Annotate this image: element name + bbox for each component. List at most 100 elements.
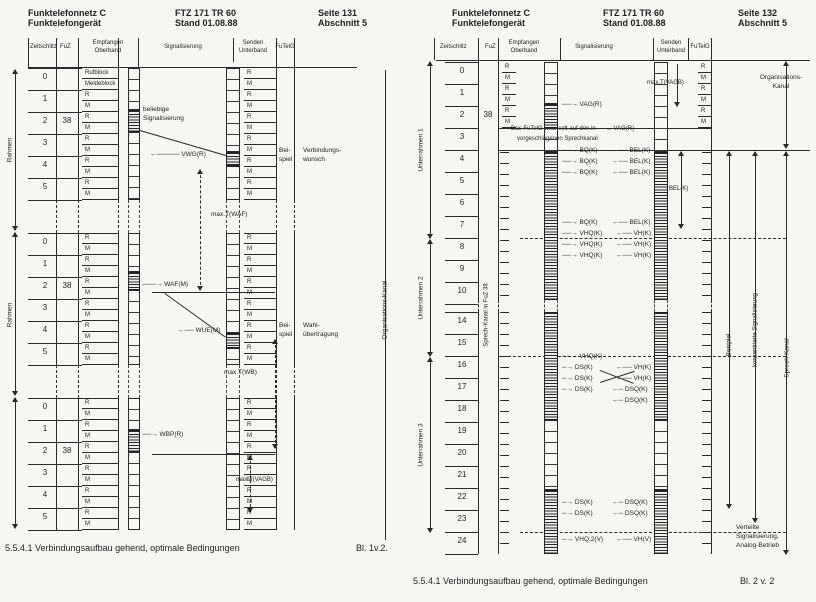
h-line (28, 68, 82, 69)
h-line (28, 277, 82, 278)
h-line (28, 321, 82, 322)
annotation: Verbindungs- (303, 147, 342, 154)
caption: 5.5.4.1 Verbindungsaufbau gehend, optima… (5, 543, 240, 553)
v-line (118, 38, 119, 200)
oberband-bar (544, 62, 558, 104)
arrowhead-down-icon (427, 234, 433, 239)
arrowhead-up-icon (752, 151, 758, 156)
signal-burst-block (226, 152, 240, 166)
h-line (28, 508, 82, 509)
annotation: spiel (279, 331, 293, 338)
h-line (445, 128, 478, 129)
annotation: Signalisierung (143, 115, 184, 122)
slot-number: 3 (42, 138, 48, 147)
page-number: Seite 132 (738, 8, 778, 18)
slot-number: 0 (42, 72, 48, 81)
annotation: beliebige (143, 106, 170, 113)
doc-title: Funktelefonnetz C (28, 8, 106, 18)
slot-number: 0 (42, 402, 48, 411)
timeslot-cell: R (698, 84, 711, 95)
signal-label: ←─ DSQ(K) (612, 386, 648, 393)
annotation-line (729, 152, 730, 508)
signal-burst-block (544, 104, 558, 128)
v-line (56, 365, 57, 398)
unterband-bar (226, 166, 240, 200)
h-line (445, 150, 478, 151)
oberband-bar (128, 398, 140, 430)
h-line (28, 233, 82, 234)
slot-number: 8 (459, 242, 465, 251)
timeslot-cell: R (82, 299, 118, 310)
h-line (82, 398, 118, 399)
oberband-bar (128, 365, 140, 398)
timeslot-cell: R (244, 156, 276, 167)
slot-number: 2 (42, 446, 48, 455)
subframe-label: Unterrahmen 3 (417, 422, 425, 468)
slot-number: 4 (42, 325, 48, 334)
timeslot-cell: M (82, 167, 118, 178)
slot-number: 10 (457, 286, 467, 295)
signal-label: ─→ DS(K) (562, 364, 593, 371)
column-header: Zeitschlitz (30, 44, 57, 50)
signal-burst-block (544, 312, 558, 420)
timeslot-cell: R (82, 90, 118, 101)
signal-label: ←─ DSQ(K) (612, 510, 648, 517)
signal-label: ←── VH(K) (616, 364, 652, 371)
h-line (244, 233, 276, 234)
arrowhead-down-icon (427, 352, 433, 357)
signal-label: ──→ BQ(K) (562, 219, 598, 226)
timeslot-cell: M (244, 332, 276, 343)
signal-label: ─→ DS(K) (562, 386, 593, 393)
timeslot-cell: M (502, 117, 516, 128)
arrowhead-down-icon (12, 226, 18, 231)
slot-number: 24 (457, 536, 467, 545)
timeslot-cell: M (244, 431, 276, 442)
slot-number: 5 (459, 176, 465, 185)
column-header: Unterband (656, 48, 686, 54)
arrowhead-down-icon (272, 444, 278, 449)
h-line (28, 343, 82, 344)
timeslot-cell: R (82, 442, 118, 453)
timeslot-cell: M (698, 117, 711, 128)
signal-burst-block (544, 152, 558, 300)
h-line (445, 378, 478, 379)
signal-label: ───→ WAF(M) (142, 281, 189, 288)
unterband-bar (226, 233, 240, 333)
timeslot-cell: R (82, 508, 118, 519)
subframe-label: Unterrahmen 1 (417, 127, 425, 173)
slot-number: 1 (42, 94, 48, 103)
h-line (28, 178, 82, 179)
slot-number: 17 (457, 382, 467, 391)
timeslot-cell: M (244, 475, 276, 486)
frame-bracket (15, 233, 16, 395)
h-line (498, 128, 711, 129)
arrowhead-down-icon (12, 391, 18, 396)
timeslot-cell: R (82, 464, 118, 475)
h-line (28, 442, 82, 443)
slot-number: 1 (459, 88, 465, 97)
timeslot-cell: R (244, 442, 276, 453)
v-line (478, 300, 479, 312)
slot-number: 0 (42, 237, 48, 246)
h-line (445, 106, 478, 107)
fuz-number: 38 (62, 446, 72, 455)
h-line (445, 194, 478, 195)
timeslot-cell: M (82, 189, 118, 200)
h-line (28, 365, 82, 366)
slot-number: 1 (42, 259, 48, 268)
slot-number: 3 (42, 468, 48, 477)
signal-label: ←── VH(K) (616, 241, 652, 248)
arrowhead-up-icon (247, 455, 253, 460)
signal-label: ──→ VAG(R) (562, 101, 602, 108)
column-header: Signalisierung (164, 44, 202, 50)
column-header: FuZ (60, 44, 71, 50)
v-line (118, 233, 119, 365)
doc-subtitle: Funktelefongerät (452, 18, 526, 28)
timeslot-cell: M (244, 453, 276, 464)
timeslot-cell: R (244, 277, 276, 288)
arrowhead-down-icon (427, 528, 433, 533)
timeslot-cell: M (698, 95, 711, 106)
section-number: Abschnitt 5 (318, 18, 368, 28)
oberband-bar (128, 200, 140, 233)
